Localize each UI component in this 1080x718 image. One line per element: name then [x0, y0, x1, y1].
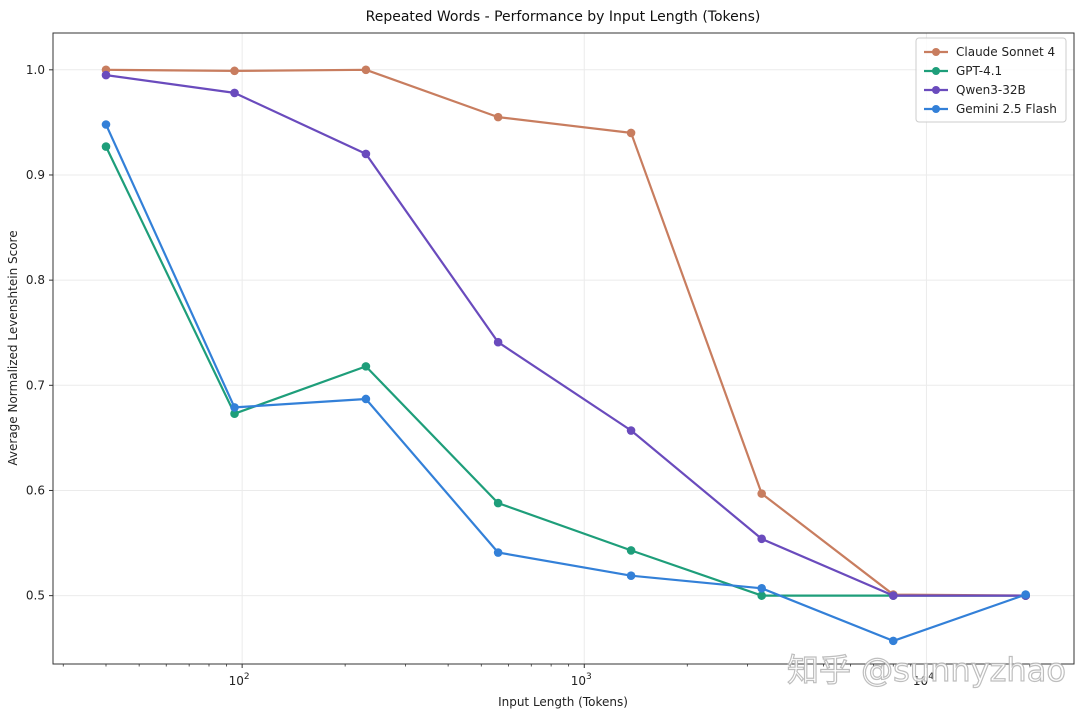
data-point — [888, 636, 898, 646]
x-tick-label: 102 — [229, 672, 250, 688]
x-axis-label: Input Length (Tokens) — [498, 695, 628, 709]
legend-swatch-marker — [932, 67, 940, 75]
x-tick-label: 104 — [913, 672, 934, 688]
y-axis: 0.5 0.6 0.7 0.8 0.9 1.0 — [26, 63, 53, 603]
series-line — [105, 68, 1026, 597]
data-point — [230, 409, 239, 419]
x-tick-label: 103 — [571, 672, 592, 688]
data-point — [101, 70, 111, 80]
data-point — [230, 66, 239, 76]
data-point — [626, 546, 636, 555]
data-point — [493, 337, 503, 347]
series-line — [104, 124, 1026, 643]
grid — [53, 33, 1074, 664]
data-point — [757, 534, 766, 544]
data-point — [361, 394, 371, 404]
data-point — [493, 548, 503, 557]
data-point — [626, 128, 636, 138]
y-tick-label: 0.6 — [26, 483, 45, 497]
data-point — [230, 88, 239, 98]
legend-label: Qwen3-32B — [956, 83, 1026, 97]
watermark: 知乎 @sunnyzhao — [787, 651, 1066, 689]
x-axis: 102 103 104 — [62, 664, 1030, 688]
data-point — [493, 112, 503, 122]
series-0 — [101, 65, 1030, 600]
y-tick-label: 0.8 — [26, 273, 45, 287]
y-tick-label: 1.0 — [26, 63, 45, 77]
data-point — [361, 149, 371, 159]
series-1 — [101, 142, 1030, 600]
y-axis-label: Average Normalized Levenshtein Score — [6, 230, 20, 465]
data-point — [626, 571, 636, 580]
chart-title: Repeated Words - Performance by Input Le… — [366, 9, 761, 25]
legend-label: Gemini 2.5 Flash — [956, 102, 1057, 116]
data-point — [626, 426, 636, 435]
series-layer — [101, 65, 1030, 646]
data-point — [230, 403, 239, 412]
data-point — [757, 489, 766, 498]
data-point — [757, 583, 766, 593]
legend-label: Claude Sonnet 4 — [956, 45, 1055, 59]
y-tick-label: 0.7 — [26, 378, 45, 392]
legend-swatch-marker — [932, 105, 940, 113]
data-point — [888, 591, 898, 600]
legend-swatch-marker — [932, 86, 940, 94]
series-line — [105, 74, 1026, 597]
data-point — [493, 498, 503, 508]
y-tick-label: 0.9 — [26, 168, 45, 182]
legend-box — [915, 37, 1067, 123]
data-point — [1021, 590, 1030, 599]
data-point — [101, 120, 111, 129]
plot-frame — [52, 32, 1075, 665]
legend-swatch-marker — [932, 48, 940, 56]
legend: Claude Sonnet 4 GPT-4.1 Qwen3-32B Gemini 2.… — [915, 37, 1067, 123]
series-line — [105, 146, 1026, 597]
data-point — [101, 142, 111, 151]
data-point — [757, 591, 766, 600]
data-point — [361, 65, 371, 75]
series-3 — [101, 120, 1030, 646]
data-point — [361, 362, 371, 371]
y-tick-label: 0.5 — [26, 589, 45, 603]
series-2 — [101, 70, 1030, 600]
legend-label: GPT-4.1 — [956, 64, 1002, 78]
